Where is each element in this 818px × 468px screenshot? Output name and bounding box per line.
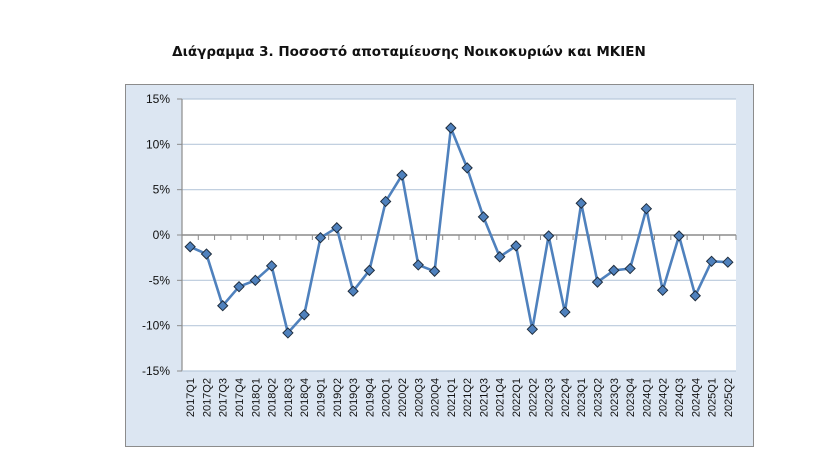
data-point-marker — [656, 284, 669, 297]
x-tick-label: 2018Q4 — [299, 378, 311, 417]
data-point-marker — [722, 256, 734, 268]
y-tick-label: -10% — [142, 319, 170, 333]
x-tick-label: 2019Q1 — [316, 378, 328, 417]
data-point-marker — [624, 262, 636, 275]
x-tick-label: 2024Q2 — [658, 378, 670, 417]
data-point-marker — [608, 264, 620, 277]
x-tick-label: 2021Q3 — [478, 378, 490, 417]
x-tick-label: 2023Q4 — [625, 378, 637, 417]
data-point-marker — [575, 197, 587, 209]
data-point-marker — [379, 195, 392, 208]
x-tick-label: 2020Q3 — [413, 378, 425, 417]
y-tick-label: -5% — [149, 273, 171, 287]
data-point-marker — [200, 248, 213, 260]
x-tick-label: 2024Q1 — [641, 378, 653, 417]
x-tick-label: 2022Q1 — [511, 378, 523, 417]
y-tick-label: 0% — [153, 228, 171, 242]
data-point-marker — [673, 230, 685, 242]
y-tick-label: 10% — [146, 137, 170, 151]
data-point-marker — [591, 276, 604, 288]
x-tick-label: 2022Q4 — [560, 378, 572, 417]
data-point-marker — [510, 240, 522, 252]
data-point-marker — [477, 211, 490, 223]
x-tick-label: 2017Q3 — [218, 378, 230, 417]
chart-title: Διάγραμμα 3. Ποσοστό αποταμίευσης Νοικοκ… — [172, 44, 646, 60]
y-tick-label: 5% — [153, 183, 171, 197]
data-point-marker — [249, 274, 262, 287]
data-point-marker — [689, 290, 701, 302]
x-tick-label: 2018Q3 — [283, 378, 295, 417]
data-point-marker — [640, 202, 653, 215]
data-point-marker — [396, 169, 408, 181]
x-tick-label: 2018Q1 — [250, 378, 262, 417]
data-point-marker — [445, 122, 457, 134]
x-tick-label: 2022Q3 — [544, 378, 556, 417]
data-point-marker — [542, 230, 555, 242]
data-point-marker — [282, 327, 294, 339]
x-tick-label: 2021Q1 — [446, 378, 458, 417]
x-tick-label: 2021Q4 — [495, 378, 507, 417]
data-point-marker — [298, 309, 310, 321]
x-tick-label: 2023Q3 — [609, 378, 621, 417]
data-point-marker — [428, 265, 441, 277]
x-tick-label: 2023Q1 — [576, 378, 588, 417]
x-tick-label: 2024Q4 — [690, 378, 702, 417]
x-tick-label: 2024Q3 — [674, 378, 686, 417]
data-point-marker — [217, 300, 229, 312]
data-point-marker — [494, 251, 506, 263]
y-tick-label: 15% — [146, 92, 170, 106]
x-tick-label: 2017Q2 — [201, 378, 213, 417]
x-tick-label: 2020Q4 — [430, 378, 442, 417]
x-tick-label: 2019Q4 — [364, 378, 376, 417]
x-tick-label: 2019Q3 — [348, 378, 360, 417]
x-tick-label: 2022Q2 — [527, 378, 539, 417]
series-line — [189, 126, 728, 335]
x-tick-label: 2020Q2 — [397, 378, 409, 417]
x-tick-label: 2021Q2 — [462, 378, 474, 417]
data-point-marker — [314, 232, 327, 244]
data-point-marker — [184, 241, 196, 253]
x-tick-label: 2017Q4 — [234, 378, 246, 417]
data-point-marker — [331, 222, 343, 234]
data-point-marker — [363, 264, 376, 277]
x-tick-label: 2017Q1 — [185, 378, 197, 417]
data-point-marker — [233, 280, 245, 293]
data-point-marker — [705, 255, 718, 268]
data-point-marker — [559, 306, 571, 318]
data-point-marker — [526, 323, 539, 336]
x-tick-label: 2018Q2 — [267, 378, 279, 417]
y-tick-label: -15% — [142, 364, 170, 378]
data-point-marker — [265, 260, 278, 272]
data-point-marker — [461, 162, 473, 174]
data-point-marker — [347, 285, 359, 297]
data-point-marker — [412, 259, 424, 271]
x-tick-label: 2019Q2 — [332, 378, 344, 417]
x-tick-label: 2025Q2 — [723, 378, 735, 417]
x-tick-label: 2025Q1 — [707, 378, 719, 417]
x-tick-label: 2023Q2 — [593, 378, 605, 417]
x-tick-label: 2020Q1 — [381, 378, 393, 417]
